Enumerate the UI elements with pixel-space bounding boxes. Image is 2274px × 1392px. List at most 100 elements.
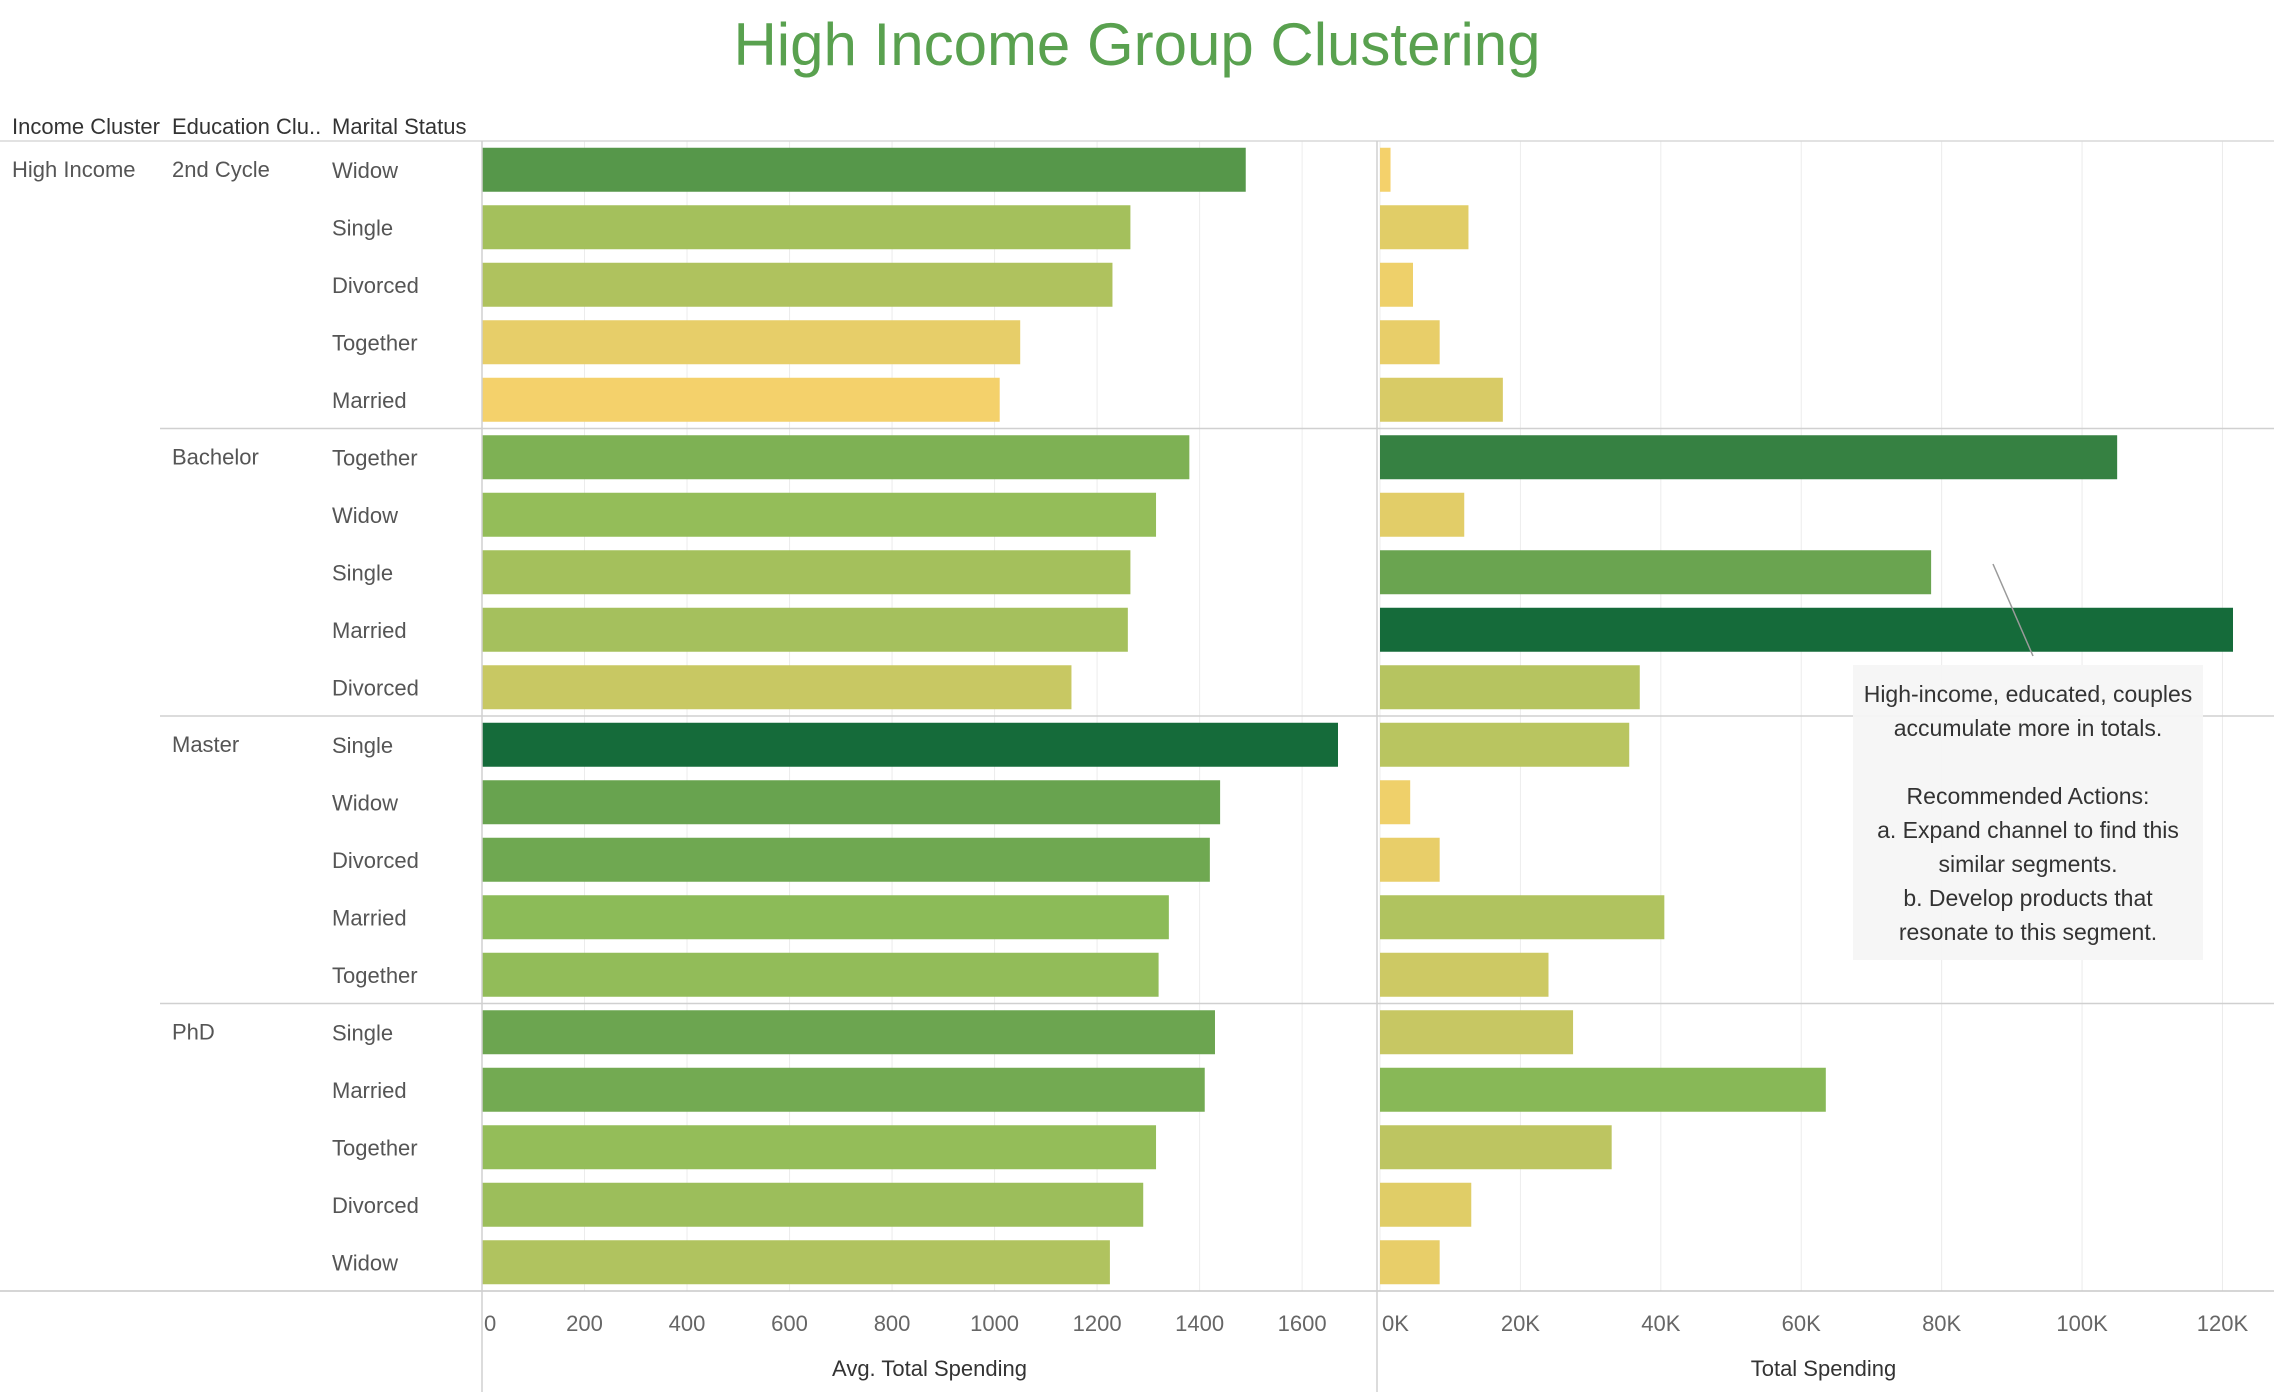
marital-status-label: Widow bbox=[332, 503, 398, 528]
bar-total-spending bbox=[1380, 492, 1465, 537]
avg-axis-title: Avg. Total Spending bbox=[832, 1356, 1027, 1381]
bar-avg-spending bbox=[482, 665, 1072, 710]
avg-axis-tick-label: 1000 bbox=[970, 1311, 1019, 1336]
income-cluster-label: High Income bbox=[12, 157, 136, 182]
marital-status-label: Married bbox=[332, 905, 407, 930]
avg-axis-tick-label: 1400 bbox=[1175, 1311, 1224, 1336]
total-axis-tick-label: 120K bbox=[2197, 1311, 2249, 1336]
bar-total-spending bbox=[1380, 550, 1932, 595]
bar-total-spending bbox=[1380, 780, 1411, 825]
bars-layer bbox=[482, 147, 2233, 1285]
avg-axis-tick-label: 600 bbox=[771, 1311, 808, 1336]
total-axis-tick-label: 80K bbox=[1922, 1311, 1961, 1336]
marital-status-label: Widow bbox=[332, 790, 398, 815]
marital-status-label: Married bbox=[332, 388, 407, 413]
bar-total-spending bbox=[1380, 320, 1440, 365]
annotation-line: resonate to this segment. bbox=[1898, 919, 2158, 945]
bar-avg-spending bbox=[482, 952, 1159, 997]
annotation-line: b. Develop products that bbox=[1903, 885, 2153, 911]
marital-status-label: Married bbox=[332, 618, 407, 643]
avg-axis-tick-label: 1600 bbox=[1278, 1311, 1327, 1336]
marital-status-label: Widow bbox=[332, 158, 398, 183]
bar-total-spending bbox=[1380, 1182, 1472, 1227]
bar-avg-spending bbox=[482, 492, 1157, 537]
bar-total-spending bbox=[1380, 1240, 1440, 1285]
bar-total-spending bbox=[1380, 435, 2118, 480]
total-axis-tick-label: 60K bbox=[1782, 1311, 1821, 1336]
annotation-line: similar segments. bbox=[1938, 851, 2118, 877]
bar-avg-spending bbox=[482, 895, 1169, 940]
bar-total-spending bbox=[1380, 377, 1503, 422]
bar-avg-spending bbox=[482, 1240, 1110, 1285]
education-label: PhD bbox=[172, 1019, 215, 1044]
bar-total-spending bbox=[1380, 147, 1391, 192]
annotation-line: accumulate more in totals. bbox=[1893, 715, 2163, 741]
avg-axis-tick-label: 400 bbox=[669, 1311, 706, 1336]
education-label: 2nd Cycle bbox=[172, 157, 270, 182]
marital-status-label: Single bbox=[332, 1020, 393, 1045]
avg-axis-tick-label: 800 bbox=[874, 1311, 911, 1336]
marital-status-label: Together bbox=[332, 1135, 418, 1160]
bar-total-spending bbox=[1380, 665, 1640, 710]
bar-avg-spending bbox=[482, 147, 1246, 192]
bar-avg-spending bbox=[482, 837, 1210, 882]
bar-avg-spending bbox=[482, 1125, 1157, 1170]
total-axis-tick-label: 40K bbox=[1641, 1311, 1680, 1336]
bar-total-spending bbox=[1380, 1010, 1574, 1055]
annotation-line: High-income, educated, couples bbox=[1863, 681, 2193, 707]
bar-total-spending bbox=[1380, 837, 1440, 882]
bar-total-spending bbox=[1380, 1067, 1826, 1112]
marital-status-label: Divorced bbox=[332, 273, 419, 298]
bar-avg-spending bbox=[482, 607, 1128, 652]
total-axis-tick-label: 100K bbox=[2056, 1311, 2108, 1336]
header-education-cluster: Education Clu.. bbox=[172, 114, 321, 139]
bar-avg-spending bbox=[482, 780, 1221, 825]
avg-axis-tick-label: 1200 bbox=[1073, 1311, 1122, 1336]
bar-avg-spending bbox=[482, 1067, 1205, 1112]
marital-status-label: Divorced bbox=[332, 1193, 419, 1218]
bar-avg-spending bbox=[482, 1182, 1144, 1227]
avg-axis-tick-label: 200 bbox=[566, 1311, 603, 1336]
bar-avg-spending bbox=[482, 435, 1190, 480]
education-label: Master bbox=[172, 732, 239, 757]
header-marital-status: Marital Status bbox=[332, 114, 467, 139]
total-axis-title: Total Spending bbox=[1751, 1356, 1897, 1381]
marital-status-label: Divorced bbox=[332, 848, 419, 873]
marital-status-label: Widow bbox=[332, 1250, 398, 1275]
bar-avg-spending bbox=[482, 262, 1113, 307]
bar-total-spending bbox=[1380, 1125, 1612, 1170]
marital-status-label: Together bbox=[332, 963, 418, 988]
bar-avg-spending bbox=[482, 722, 1338, 767]
bar-avg-spending bbox=[482, 377, 1000, 422]
marital-status-label: Together bbox=[332, 330, 418, 355]
annotation-line bbox=[1861, 745, 2195, 779]
axes-layer: 0 200 400 600 800 1000 1200 1400 1600 0K 20K 40K 60K… bbox=[484, 1311, 2248, 1381]
marital-status-label: Single bbox=[332, 560, 393, 585]
separator-lines bbox=[0, 140, 2274, 1392]
row-labels: Widow 2nd Cycle Single Divorced Together Marr… bbox=[12, 157, 419, 1276]
bar-avg-spending bbox=[482, 1010, 1215, 1055]
chart-title: High Income Group Clustering bbox=[733, 11, 1541, 78]
annotation-pointer bbox=[1992, 563, 2034, 657]
education-label: Bachelor bbox=[172, 444, 259, 469]
annotation-box: High-income, educated, couples accumulate… bbox=[1853, 665, 2203, 960]
avg-axis-tick-label: 0 bbox=[484, 1311, 496, 1336]
bar-total-spending bbox=[1380, 205, 1469, 250]
marital-status-label: Single bbox=[332, 733, 393, 758]
bar-total-spending bbox=[1380, 722, 1630, 767]
annotation-line: Recommended Actions: bbox=[1906, 783, 2150, 809]
marital-status-label: Divorced bbox=[332, 675, 419, 700]
annotation-line: a. Expand channel to find this bbox=[1877, 817, 2179, 843]
marital-status-label: Married bbox=[332, 1078, 407, 1103]
header-income-cluster: Income Cluster bbox=[12, 114, 160, 139]
total-axis-tick-label: 20K bbox=[1501, 1311, 1540, 1336]
bar-avg-spending bbox=[482, 320, 1021, 365]
bar-total-spending bbox=[1380, 952, 1549, 997]
total-axis-tick-label: 0K bbox=[1382, 1311, 1409, 1336]
bar-avg-spending bbox=[482, 205, 1131, 250]
marital-status-label: Together bbox=[332, 445, 418, 470]
bar-total-spending bbox=[1380, 607, 2233, 652]
bar-total-spending bbox=[1380, 895, 1665, 940]
bar-avg-spending bbox=[482, 550, 1131, 595]
